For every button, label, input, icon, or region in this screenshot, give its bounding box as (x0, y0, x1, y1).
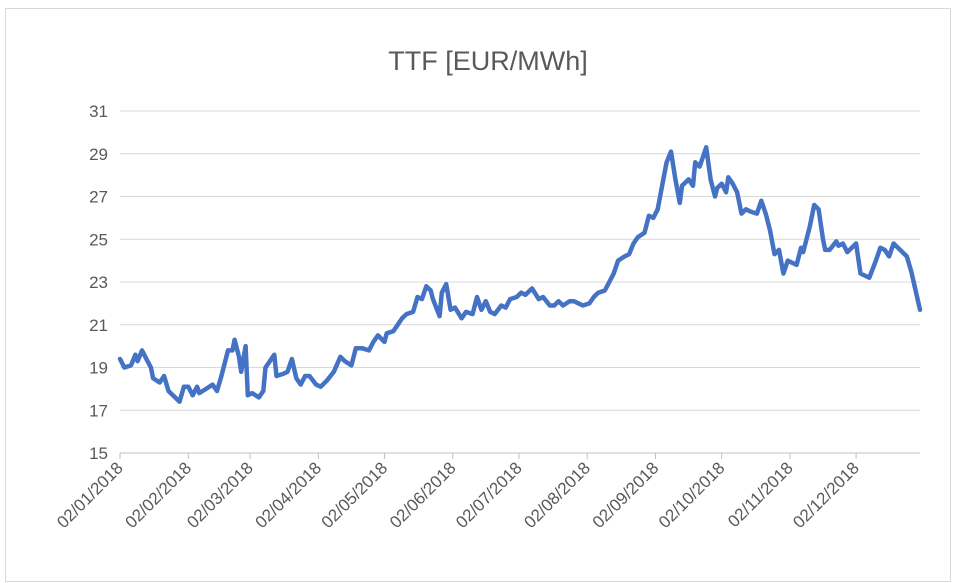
y-tick-label: 23 (89, 273, 108, 292)
y-tick-label: 29 (89, 145, 108, 164)
price-line (117, 145, 923, 404)
y-tick-label: 25 (89, 230, 108, 249)
y-tick-label: 15 (89, 444, 108, 463)
y-tick-label: 27 (89, 188, 108, 207)
y-tick-label: 19 (89, 359, 108, 378)
chart-title: TTF [EUR/MWh] (388, 46, 587, 76)
y-tick-label: 17 (89, 401, 108, 420)
y-tick-label: 21 (89, 316, 108, 335)
y-tick-label: 31 (89, 102, 108, 121)
